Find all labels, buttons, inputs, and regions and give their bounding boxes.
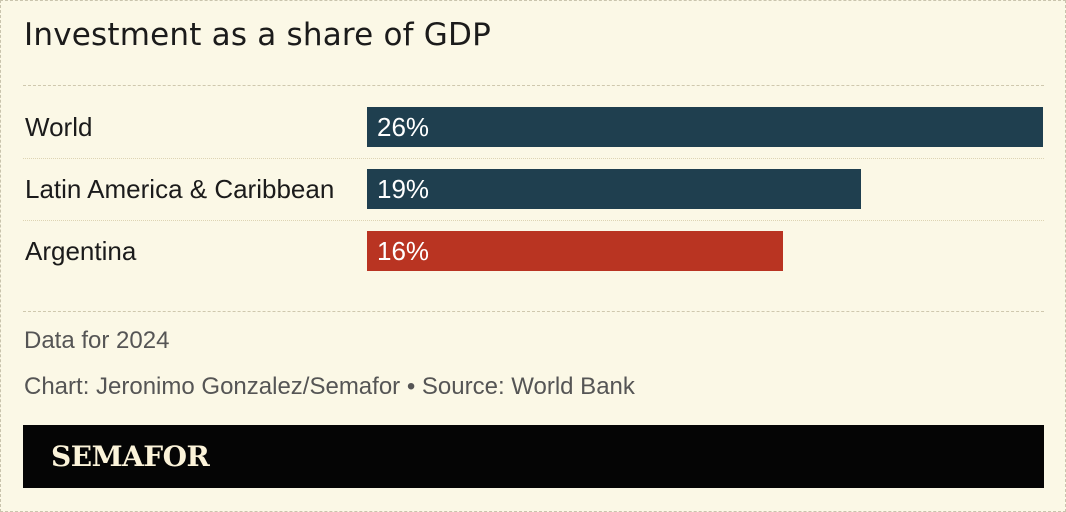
semafor-logo: SEMAFOR bbox=[51, 440, 210, 473]
bar bbox=[367, 169, 861, 209]
row-separator bbox=[23, 220, 1044, 221]
header-divider bbox=[23, 85, 1044, 86]
bar-value-label: 16% bbox=[377, 236, 430, 266]
category-label: Argentina bbox=[25, 236, 137, 266]
brand-footer: SEMAFOR bbox=[23, 425, 1044, 488]
source-credit: Chart: Jeronimo Gonzalez/Semafor • Sourc… bbox=[24, 373, 635, 400]
footer-divider bbox=[23, 311, 1044, 312]
bar-value-label: 19% bbox=[377, 174, 430, 204]
bar bbox=[367, 107, 1043, 147]
category-label: Latin America & Caribbean bbox=[25, 174, 335, 204]
chart-title: Investment as a share of GDP bbox=[24, 17, 491, 53]
bar bbox=[367, 231, 783, 271]
category-label: World bbox=[25, 112, 93, 142]
bar-value-label: 26% bbox=[377, 112, 430, 142]
row-separator bbox=[23, 158, 1044, 159]
data-year-note: Data for 2024 bbox=[24, 327, 170, 354]
